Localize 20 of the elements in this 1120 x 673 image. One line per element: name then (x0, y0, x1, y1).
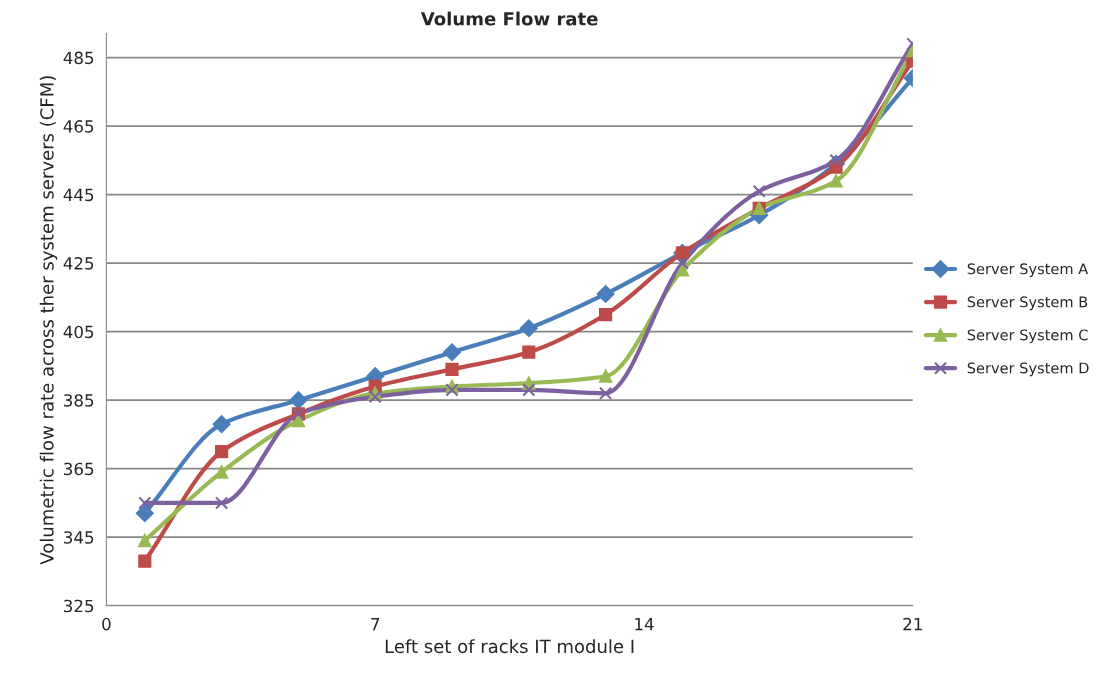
y-tick-label: 405 (63, 325, 94, 339)
y-tick-label: 365 (64, 462, 94, 476)
legend-label: Server System B (967, 296, 1088, 311)
legend-label: Server System C (967, 329, 1088, 344)
x-tick-label: 7 (371, 618, 380, 631)
x-tick-label: 21 (903, 617, 922, 631)
legend-label: Server System D (967, 362, 1089, 377)
y-tick-label: 465 (63, 120, 94, 133)
chart-title: Volume Flow rate (420, 11, 598, 26)
x-tick-label: 0 (102, 617, 111, 631)
y-tick-label: 385 (64, 394, 94, 407)
y-tick-label: 345 (64, 531, 94, 544)
legend-label: Server System A (967, 263, 1089, 278)
y-tick-label: 325 (64, 599, 94, 613)
y-tick-label: 485 (63, 51, 94, 65)
y-tick-label: 425 (63, 257, 94, 270)
x-axis-title: Left set of racks IT module I (385, 639, 634, 654)
y-axis-title: Volumetric flow rate across ther system servers (CFM) (39, 76, 58, 565)
y-tick-label: 445 (63, 188, 94, 202)
x-tick-label: 14 (635, 618, 654, 631)
